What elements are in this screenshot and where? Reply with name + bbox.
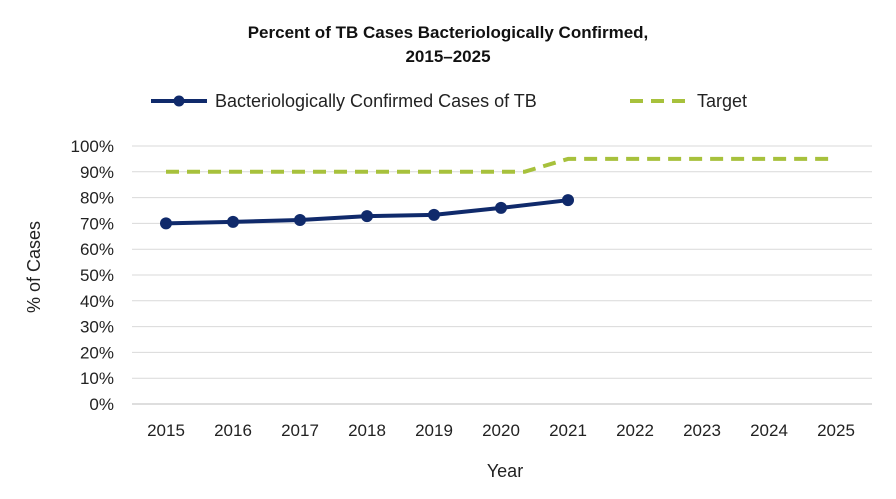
data-point-confirmed (160, 217, 172, 230)
x-tick-label: 2017 (281, 421, 319, 440)
legend-label-target: Target (697, 91, 747, 111)
data-point-confirmed (361, 210, 373, 223)
data-point-confirmed (294, 214, 306, 227)
y-tick-label: 30% (80, 318, 114, 337)
x-tick-label: 2023 (683, 421, 721, 440)
x-axis-label: Year (487, 461, 523, 481)
y-tick-label: 60% (80, 240, 114, 259)
legend-marker-confirmed (173, 95, 185, 107)
x-axis-ticks: 2015 2016 2017 2018 2019 2020 2021 2022 2023 2024… (147, 421, 855, 440)
x-tick-label: 2018 (348, 421, 386, 440)
x-tick-label: 2024 (750, 421, 788, 440)
x-tick-label: 2015 (147, 421, 185, 440)
chart-title-line1: Percent of TB Cases Bacteriologically Co… (248, 23, 649, 42)
series-line-target (166, 156, 836, 174)
y-tick-label: 70% (80, 214, 114, 233)
y-tick-label: 80% (80, 189, 114, 208)
x-tick-label: 2021 (549, 421, 587, 440)
y-tick-label: 50% (80, 266, 114, 285)
plot-series (160, 156, 836, 230)
y-tick-label: 10% (80, 369, 114, 388)
data-point-confirmed (562, 194, 574, 207)
gridlines (132, 145, 872, 405)
data-point-confirmed (495, 201, 507, 214)
y-tick-label: 0% (89, 395, 114, 414)
x-tick-label: 2025 (817, 421, 855, 440)
x-tick-label: 2016 (214, 421, 252, 440)
x-tick-label: 2020 (482, 421, 520, 440)
y-axis-label: % of Cases (24, 221, 44, 313)
y-tick-label: 90% (80, 163, 114, 182)
chart-title-line2: 2015–2025 (405, 47, 490, 66)
x-tick-label: 2019 (415, 421, 453, 440)
data-point-confirmed (227, 215, 239, 228)
y-tick-label: 20% (80, 343, 114, 362)
data-point-confirmed (428, 208, 440, 221)
x-tick-label: 2022 (616, 421, 654, 440)
y-axis-ticks: 0% 10% 20% 30% 40% 50% 60% 70% 80% 90% 100% (71, 137, 114, 414)
legend: Bacteriologically Confirmed Cases of TB … (151, 91, 747, 111)
y-tick-label: 100% (71, 137, 114, 156)
legend-label-confirmed: Bacteriologically Confirmed Cases of TB (215, 91, 537, 111)
y-tick-label: 40% (80, 292, 114, 311)
